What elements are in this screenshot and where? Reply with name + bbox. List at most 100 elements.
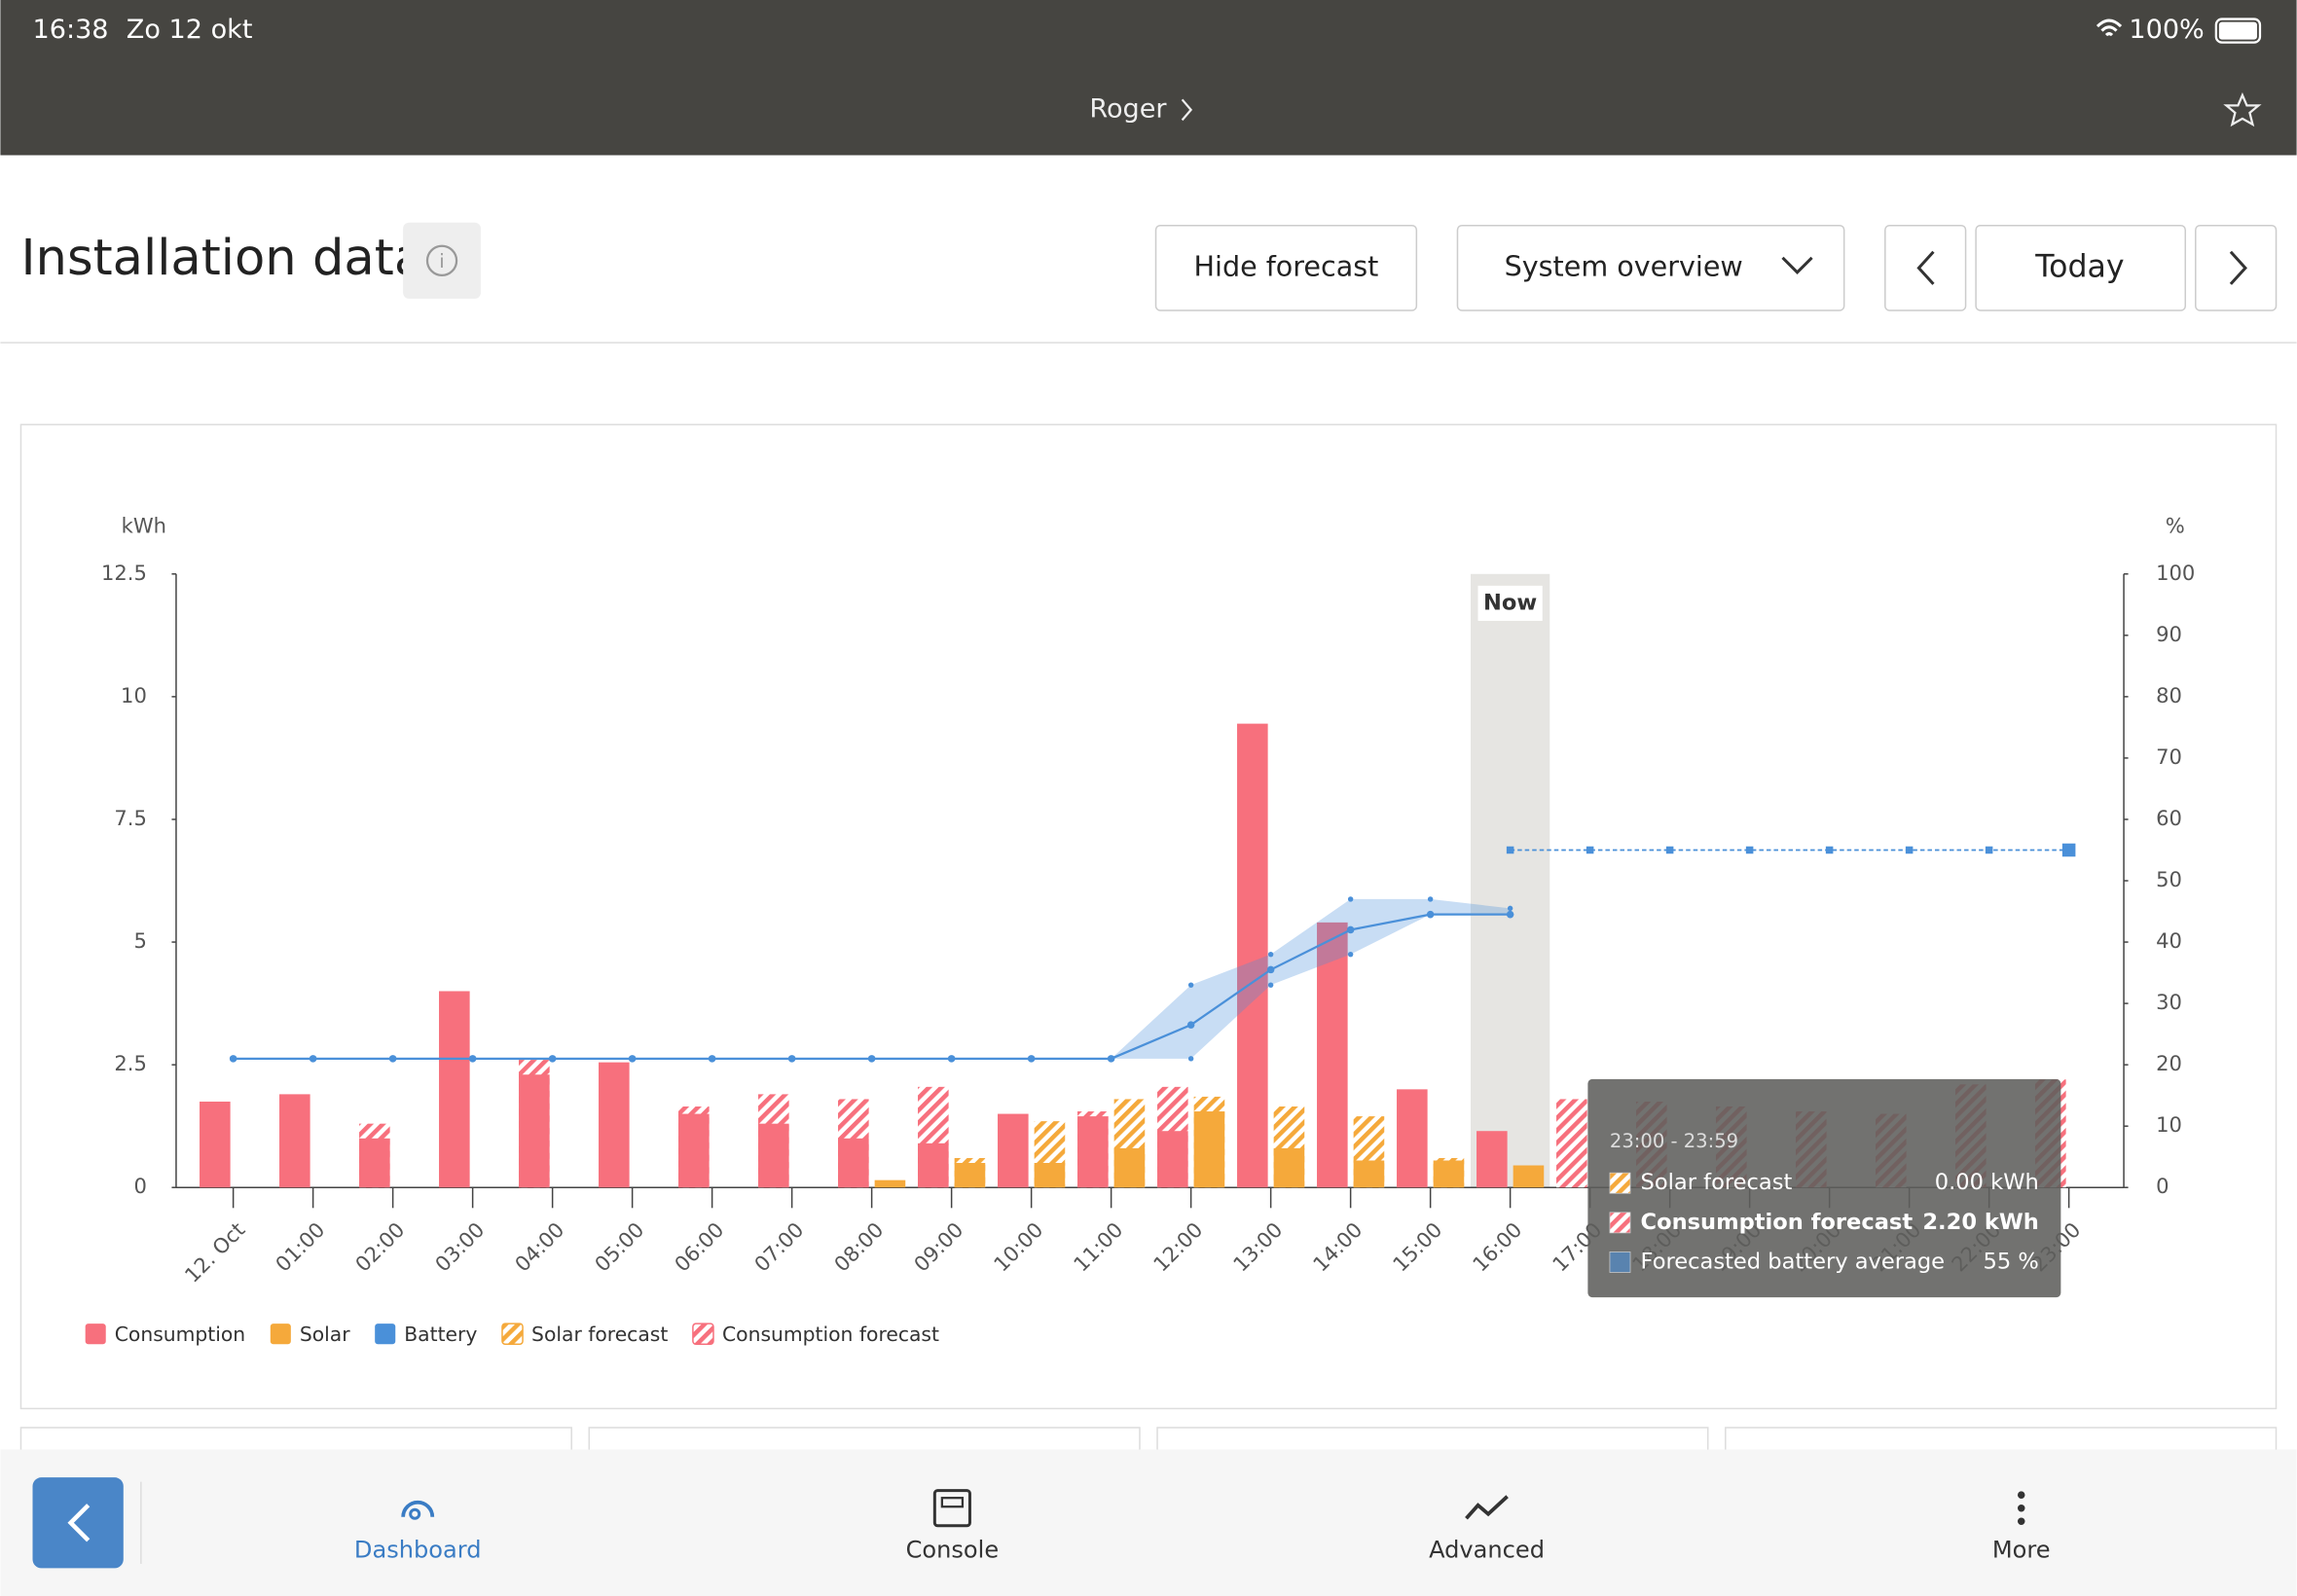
legend-label: Solar — [300, 1323, 350, 1346]
battery-forecast-point — [1985, 846, 1993, 854]
y2-tick-label: 0 — [2156, 1174, 2169, 1198]
more-icon — [2017, 1491, 2025, 1499]
bar — [874, 1179, 906, 1188]
bar — [1034, 1163, 1066, 1188]
header-title[interactable]: Roger — [1089, 93, 1167, 124]
battery-point — [468, 1055, 477, 1063]
next-icon — [2229, 250, 2247, 285]
range-point — [1427, 896, 1434, 902]
bar — [838, 1138, 869, 1188]
battery-range — [1111, 898, 1511, 1059]
bar — [954, 1163, 986, 1188]
status-battery: 100% — [2129, 15, 2204, 45]
bar — [1317, 922, 1348, 1188]
dropdown-chevron — [1781, 256, 1813, 274]
nav-console[interactable]: Console — [906, 1536, 1000, 1563]
bar — [359, 1138, 390, 1188]
nav-advanced[interactable]: Advanced — [1429, 1536, 1545, 1563]
battery-point — [309, 1055, 317, 1063]
battery-point — [1186, 1021, 1195, 1029]
battery-point — [1506, 910, 1514, 919]
bar — [1397, 1089, 1428, 1188]
prev-button[interactable] — [1884, 224, 1967, 311]
legend-label: Consumption — [115, 1323, 245, 1346]
bar — [519, 1074, 550, 1188]
battery-icon — [2214, 18, 2262, 44]
legend-swatch — [270, 1324, 291, 1345]
dashboard-icon — [401, 1500, 435, 1517]
console-icon — [932, 1489, 971, 1528]
y-axis-title: kWh — [122, 514, 166, 538]
legend-swatch — [85, 1324, 106, 1345]
battery-point — [1027, 1055, 1036, 1063]
bar — [918, 1143, 949, 1188]
status-date: Zo 12 okt — [127, 15, 253, 45]
view-select[interactable] — [1456, 224, 1845, 311]
battery-point — [229, 1055, 237, 1063]
bar — [1433, 1160, 1465, 1188]
bar — [439, 991, 470, 1188]
legend-label: Battery — [404, 1323, 477, 1346]
y2-axis-title: % — [2166, 514, 2185, 538]
now-badge — [1477, 585, 1543, 621]
page-title: Installation data — [20, 230, 424, 287]
battery-forecast-point — [1586, 846, 1594, 854]
battery-forecast-point — [1905, 846, 1914, 854]
now-band — [1471, 573, 1550, 1188]
status-time: 16:38 — [33, 15, 109, 45]
y2-tick-label: 100 — [2156, 561, 2195, 585]
today-button[interactable] — [1975, 224, 2187, 311]
info-button[interactable] — [403, 222, 481, 299]
hide-forecast-label: Hide forecast — [1194, 249, 1379, 282]
hide-forecast-button[interactable] — [1154, 224, 1418, 311]
legend-label: Solar forecast — [531, 1323, 668, 1346]
wifi-icon — [2096, 18, 2123, 37]
battery-forecast-point — [1745, 846, 1754, 854]
range-point — [1507, 905, 1513, 912]
tooltip-swatch — [1609, 1172, 1631, 1194]
now-label: Now — [1483, 590, 1537, 615]
bar — [1353, 1160, 1385, 1188]
y-tick-label: 5 — [133, 928, 146, 953]
legend-swatch — [692, 1323, 714, 1345]
bottom-nav — [0, 1449, 2297, 1596]
bar — [279, 1094, 310, 1188]
back-button[interactable] — [32, 1477, 124, 1569]
favorite-star[interactable] — [2223, 91, 2262, 127]
range-point — [1267, 951, 1274, 958]
battery-point — [388, 1055, 397, 1063]
y-tick-label: 0 — [133, 1174, 146, 1198]
nav-more[interactable]: More — [1992, 1536, 2051, 1563]
y2-tick-label: 90 — [2156, 622, 2182, 646]
forecast-bar — [1556, 1099, 1587, 1188]
tooltip-value: 2.20 kWh — [1922, 1210, 2038, 1235]
battery-point — [1346, 925, 1355, 934]
bar — [1237, 723, 1268, 1188]
y2-tick-label: 80 — [2156, 683, 2182, 707]
tooltip-label: Solar forecast — [1641, 1170, 1793, 1195]
y-tick-label: 10 — [121, 683, 147, 707]
battery-point — [548, 1055, 557, 1063]
tooltip-title: 23:00 - 23:59 — [1610, 1130, 1738, 1152]
next-button[interactable] — [2195, 224, 2278, 311]
bar — [599, 1062, 630, 1188]
y2-tick-label: 30 — [2156, 990, 2182, 1014]
legend-swatch — [501, 1323, 524, 1345]
battery-point — [1107, 1055, 1115, 1063]
battery-point — [947, 1055, 956, 1063]
nav-dashboard[interactable]: Dashboard — [354, 1536, 482, 1563]
battery-forecast-point — [1665, 846, 1674, 854]
view-select-label: System overview — [1505, 249, 1743, 282]
battery-point — [1266, 965, 1275, 974]
battery-forecast-point — [1825, 846, 1834, 854]
bar — [1273, 1147, 1305, 1188]
top-bar — [0, 0, 2297, 156]
tooltip — [1587, 1078, 2061, 1298]
battery-forecast-point — [2061, 843, 2076, 857]
today-label: Today — [2034, 249, 2124, 284]
y2-tick-label: 70 — [2156, 744, 2182, 769]
header-chevron — [1181, 98, 1193, 122]
legend-label: Consumption forecast — [722, 1323, 939, 1346]
tooltip-value: 55 % — [1984, 1249, 2039, 1274]
